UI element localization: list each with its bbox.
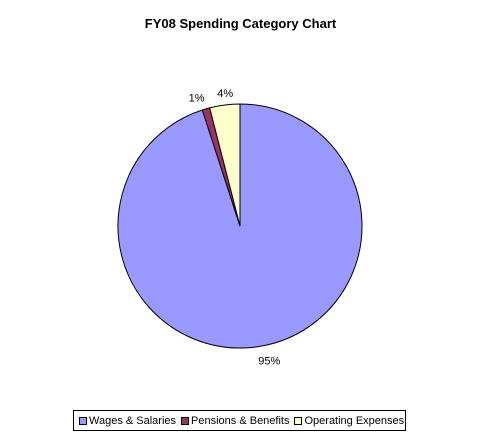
pie-percent-label-operating-expenses: 4% [217, 88, 233, 100]
legend-label-wages-salaries: Wages & Salaries [89, 414, 177, 427]
legend-swatch-operating-expenses [294, 416, 303, 425]
pie-labels: 95% 1% 4% [189, 88, 281, 367]
legend-label-operating-expenses: Operating Expenses [304, 414, 405, 427]
legend-swatch-pensions-benefits [181, 416, 190, 425]
legend-swatch-wages-salaries [79, 416, 87, 425]
pie-slice-operating-expenses [209, 103, 241, 227]
legend-item-wages-salaries: Wages & Salaries [79, 415, 176, 427]
legend-item-operating-expenses: Operating Expenses [294, 415, 404, 427]
pie-slices [117, 103, 363, 349]
chart-title: FY08 Spending Category Chart [144, 16, 337, 31]
pie-percent-label-pensions-benefits: 1% [189, 92, 205, 104]
legend-label-pensions-benefits: Pensions & Benefits [191, 414, 290, 427]
pie-percent-label-wages-salaries: 95% [258, 355, 280, 367]
chart-legend: Wages & Salaries Pensions & Benefits Ope… [73, 410, 406, 431]
legend-item-pensions-benefits: Pensions & Benefits [181, 415, 289, 427]
